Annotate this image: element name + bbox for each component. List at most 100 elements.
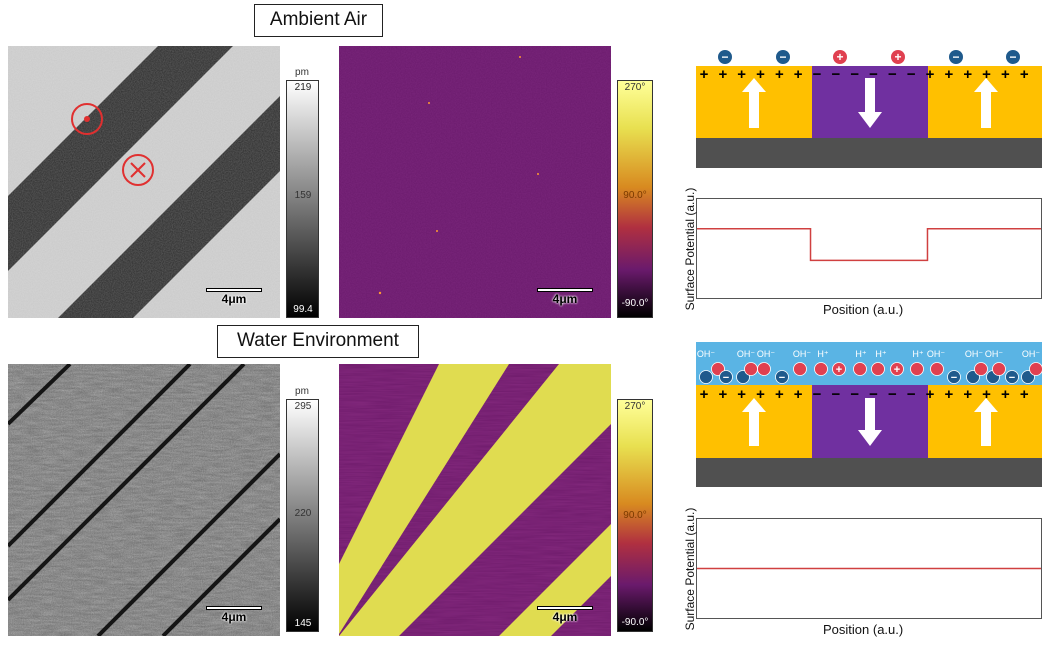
surface-charge: + bbox=[1020, 386, 1029, 403]
ion bbox=[776, 50, 790, 64]
phase-colorbar-mid: 90.0° bbox=[623, 190, 647, 201]
surface-charge: + bbox=[775, 386, 784, 403]
colorbar-mid: 159 bbox=[294, 190, 312, 201]
title-water-environment: Water Environment bbox=[217, 325, 419, 358]
surface-charge: − bbox=[907, 386, 916, 403]
ion-label: H⁺ bbox=[875, 349, 886, 359]
colorbar-max: 295 bbox=[294, 401, 312, 412]
surface-charge: + bbox=[926, 386, 935, 403]
ion-sign: + bbox=[836, 364, 842, 376]
ion-label: OH⁻ bbox=[985, 349, 1004, 359]
phase-colorbar-mid: 90.0° bbox=[623, 510, 647, 521]
ion bbox=[891, 50, 905, 64]
surface-charge: + bbox=[737, 66, 746, 83]
surface-charge: − bbox=[831, 386, 840, 403]
ion bbox=[853, 362, 867, 376]
ion-sign: − bbox=[779, 50, 786, 64]
scalebar: 4μm bbox=[537, 288, 593, 306]
ion-label: H⁺ bbox=[912, 349, 923, 359]
surface-charge: + bbox=[756, 386, 765, 403]
ion-sign: − bbox=[723, 372, 729, 384]
surface-charge: − bbox=[813, 386, 822, 403]
ion bbox=[832, 362, 846, 376]
ion-label: OH⁻ bbox=[697, 349, 716, 359]
phase-colorbar bbox=[617, 80, 653, 318]
surface-charge: + bbox=[926, 66, 935, 83]
surface-charge: + bbox=[982, 386, 991, 403]
ion bbox=[890, 362, 904, 376]
ion bbox=[699, 370, 713, 384]
phase-image-ambient: 4μm bbox=[339, 46, 611, 318]
ion bbox=[719, 370, 733, 384]
surface-charge: + bbox=[1001, 66, 1010, 83]
y-axis-label: Surface Potential (a.u.) bbox=[683, 507, 697, 631]
surface-charge: − bbox=[813, 66, 822, 83]
surface-charge: + bbox=[963, 386, 972, 403]
title-ambient-air: Ambient Air bbox=[254, 4, 383, 37]
ion-sign: − bbox=[952, 50, 959, 64]
surface-charge: + bbox=[945, 386, 954, 403]
height-image-water: 4μm bbox=[8, 364, 280, 636]
marker-dot-circle bbox=[71, 103, 103, 135]
ion bbox=[992, 362, 1006, 376]
surface-charge: − bbox=[831, 66, 840, 83]
ion bbox=[1029, 362, 1043, 376]
surface-charge: + bbox=[1020, 66, 1029, 83]
colorbar-min: 145 bbox=[294, 618, 312, 629]
surface-charge: − bbox=[869, 386, 878, 403]
surface-charge: + bbox=[756, 66, 765, 83]
scalebar: 4μm bbox=[206, 606, 262, 624]
ion-sign: − bbox=[1009, 50, 1016, 64]
surface-charge: − bbox=[888, 386, 897, 403]
surface-charge: − bbox=[907, 66, 916, 83]
surface-charge: + bbox=[963, 66, 972, 83]
surface-charge: − bbox=[850, 386, 859, 403]
surface-charge: + bbox=[737, 386, 746, 403]
ion bbox=[947, 370, 961, 384]
ion-label: OH⁻ bbox=[1022, 349, 1041, 359]
ion-label: OH⁻ bbox=[757, 349, 776, 359]
surface-charge: − bbox=[888, 66, 897, 83]
ion bbox=[974, 362, 988, 376]
colorbar-min: 99.4 bbox=[293, 304, 313, 315]
ion bbox=[871, 362, 885, 376]
phase-colorbar bbox=[617, 399, 653, 632]
height-colorbar bbox=[286, 399, 319, 632]
surface-potential-plot-water bbox=[696, 518, 1042, 619]
ion-sign: − bbox=[1009, 372, 1015, 384]
ion-label: OH⁻ bbox=[965, 349, 984, 359]
phase-colorbar-min: -90.0° bbox=[621, 298, 649, 309]
surface-charge: + bbox=[982, 66, 991, 83]
ion-sign: + bbox=[894, 50, 901, 64]
ion-label: OH⁻ bbox=[927, 349, 946, 359]
ion bbox=[1006, 50, 1020, 64]
scalebar: 4μm bbox=[206, 288, 262, 306]
surface-charge: + bbox=[718, 66, 727, 83]
colorbar-unit: pm bbox=[295, 67, 309, 78]
surface-charge: − bbox=[869, 66, 878, 83]
surface-charge: + bbox=[775, 66, 784, 83]
ion bbox=[718, 50, 732, 64]
ion bbox=[1005, 370, 1019, 384]
ion-label: H⁺ bbox=[817, 349, 828, 359]
schematic-water: + + + + + + − − − − − − + + + + + + − − + + − − OH⁻ OH⁻ OH⁻ OH⁻ H⁺… bbox=[696, 342, 1043, 487]
ion-sign: − bbox=[779, 372, 785, 384]
ion-label: H⁺ bbox=[855, 349, 866, 359]
surface-potential-plot-ambient bbox=[696, 198, 1042, 299]
surface-charge: + bbox=[1001, 386, 1010, 403]
y-axis-label: Surface Potential (a.u.) bbox=[683, 187, 697, 311]
ion bbox=[949, 50, 963, 64]
ion bbox=[930, 362, 944, 376]
ion-sign: + bbox=[894, 364, 900, 376]
schematic-ambient: + + + + + + − − − − − − + + + + + + − − + + − − bbox=[696, 46, 1042, 168]
surface-charge: + bbox=[700, 66, 709, 83]
ion bbox=[793, 362, 807, 376]
x-axis-label: Position (a.u.) bbox=[823, 302, 904, 317]
ion bbox=[775, 370, 789, 384]
phase-colorbar-min: -90.0° bbox=[621, 617, 649, 628]
ion-label: OH⁻ bbox=[793, 349, 812, 359]
colorbar-mid: 220 bbox=[294, 508, 312, 519]
ion bbox=[833, 50, 847, 64]
surface-charge: + bbox=[718, 386, 727, 403]
surface-charge: + bbox=[700, 386, 709, 403]
